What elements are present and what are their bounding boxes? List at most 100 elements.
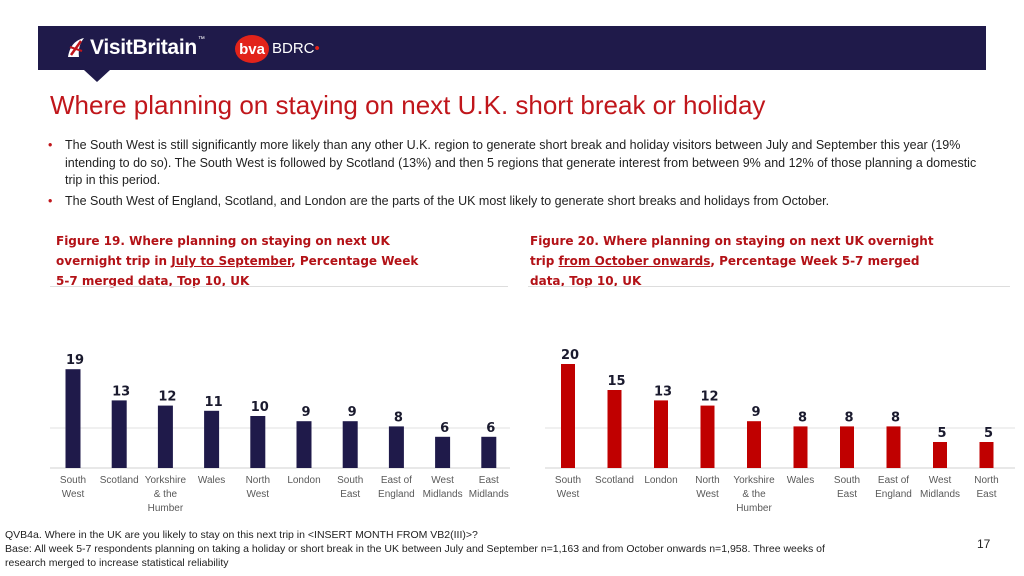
bullet-mark: • <box>48 138 53 152</box>
header-band <box>38 26 986 70</box>
category-label: South <box>834 475 860 486</box>
category-label: West <box>431 475 454 486</box>
category-label: East <box>479 475 499 486</box>
bdrc-logo: BDRC• <box>272 40 320 57</box>
bdrc-text: BDRC <box>272 40 315 57</box>
figure-20-divider <box>528 286 1010 287</box>
category-label: North <box>695 475 719 486</box>
bar <box>65 369 81 468</box>
data-label: 9 <box>301 405 310 420</box>
bar <box>700 405 715 468</box>
bva-logo: bva <box>235 35 269 63</box>
bar <box>886 426 901 468</box>
figure-title-line: overnight trip in July to September, Per… <box>56 251 476 271</box>
question-text: QVB4a. Where in the UK are you likely to… <box>5 529 478 541</box>
figure-title-line: 5-7 merged data, Top 10, UK <box>56 274 250 288</box>
data-label: 8 <box>844 410 853 425</box>
category-label: Yorkshire <box>733 475 775 486</box>
figure-title-text: trip <box>530 254 559 268</box>
data-label: 8 <box>798 410 807 425</box>
category-label: & the <box>742 489 766 500</box>
category-label: Scotland <box>100 475 139 486</box>
data-label: 5 <box>937 426 946 441</box>
figure-title-text: overnight trip in <box>56 254 172 268</box>
category-label: London <box>287 475 320 486</box>
data-label: 13 <box>654 384 672 399</box>
data-label: 8 <box>394 410 403 425</box>
data-label: 20 <box>561 348 579 363</box>
bar <box>607 390 622 468</box>
data-label: 5 <box>984 426 993 441</box>
category-label: South <box>337 475 363 486</box>
category-label: West <box>696 489 719 500</box>
category-label: South <box>60 475 86 486</box>
bar <box>342 421 358 468</box>
bar <box>204 410 220 468</box>
category-label: Humber <box>148 503 184 514</box>
category-label: Wales <box>198 475 225 486</box>
figure-title-line: Figure 20. Where planning on staying on … <box>530 234 934 248</box>
figure-19-divider <box>50 286 508 287</box>
category-label: East of <box>381 475 412 486</box>
figure-title-text: , Percentage Week 5-7 merged <box>710 254 920 268</box>
category-label: North <box>974 475 998 486</box>
bar <box>157 405 173 468</box>
page-number: 17 <box>977 537 991 551</box>
data-label: 8 <box>891 410 900 425</box>
bullet-item: • The South West is still significantly m… <box>48 137 978 190</box>
bullet-list: • The South West is still significantly m… <box>48 137 978 213</box>
category-label: South <box>555 475 581 486</box>
bar <box>747 421 761 468</box>
data-label: 9 <box>751 405 760 420</box>
figure-title-period: from October onwards <box>558 254 711 268</box>
figure-title-period: July to September <box>171 254 292 268</box>
category-label: West <box>557 489 580 500</box>
category-label: East <box>837 489 857 500</box>
base-text: Base: All week 5-7 respondents planning … <box>5 543 825 569</box>
category-label: East <box>976 489 996 500</box>
bar <box>561 364 575 468</box>
figure-19-title: Figure 19. Where planning on staying on … <box>56 231 476 291</box>
figure-20-title: Figure 20. Where planning on staying on … <box>530 231 970 291</box>
data-label: 10 <box>251 400 269 415</box>
figure-title-text: , Percentage Week <box>291 254 419 268</box>
header-notch <box>84 70 110 82</box>
data-label: 11 <box>205 395 223 410</box>
bar <box>250 416 266 468</box>
footnote: QVB4a. Where in the UK are you likely to… <box>5 528 865 570</box>
category-label: England <box>378 489 415 500</box>
figure-title-line: Figure 19. Where planning on staying on … <box>56 234 390 248</box>
figure-title-line: data, Top 10, UK <box>530 274 642 288</box>
bar <box>979 442 994 468</box>
bullet-mark: • <box>48 193 53 208</box>
page-title: Where planning on staying on next U.K. s… <box>50 90 766 120</box>
category-label: Midlands <box>469 489 509 500</box>
bullet-text: The South West is still significantly mo… <box>65 138 977 187</box>
brand-trademark: ™ <box>197 36 205 43</box>
bar <box>933 442 947 468</box>
data-label: 6 <box>440 421 449 436</box>
data-label: 6 <box>486 421 495 436</box>
data-label: 12 <box>700 390 718 405</box>
category-label: East <box>340 489 360 500</box>
category-label: Midlands <box>920 489 960 500</box>
brand-primary: VisitBritain <box>90 36 197 59</box>
bar <box>654 400 668 468</box>
bar <box>388 426 404 468</box>
category-label: Scotland <box>595 475 634 486</box>
category-label: Midlands <box>423 489 463 500</box>
bar <box>840 426 854 468</box>
bar <box>481 436 497 468</box>
category-label: Wales <box>787 475 814 486</box>
category-label: North <box>246 475 270 486</box>
bar <box>111 400 127 468</box>
category-label: Humber <box>736 503 772 514</box>
figure-19-chart: 19 South West 13 Scotland 12 Yorkshire & the Hum… <box>50 353 510 514</box>
category-label: Yorkshire <box>145 475 187 486</box>
category-label: England <box>875 489 912 500</box>
category-label: London <box>644 475 677 486</box>
data-label: 13 <box>112 384 130 399</box>
figure-title-line: trip from October onwards, Percentage We… <box>530 251 970 271</box>
bar <box>435 436 451 468</box>
data-label: 19 <box>66 353 84 368</box>
